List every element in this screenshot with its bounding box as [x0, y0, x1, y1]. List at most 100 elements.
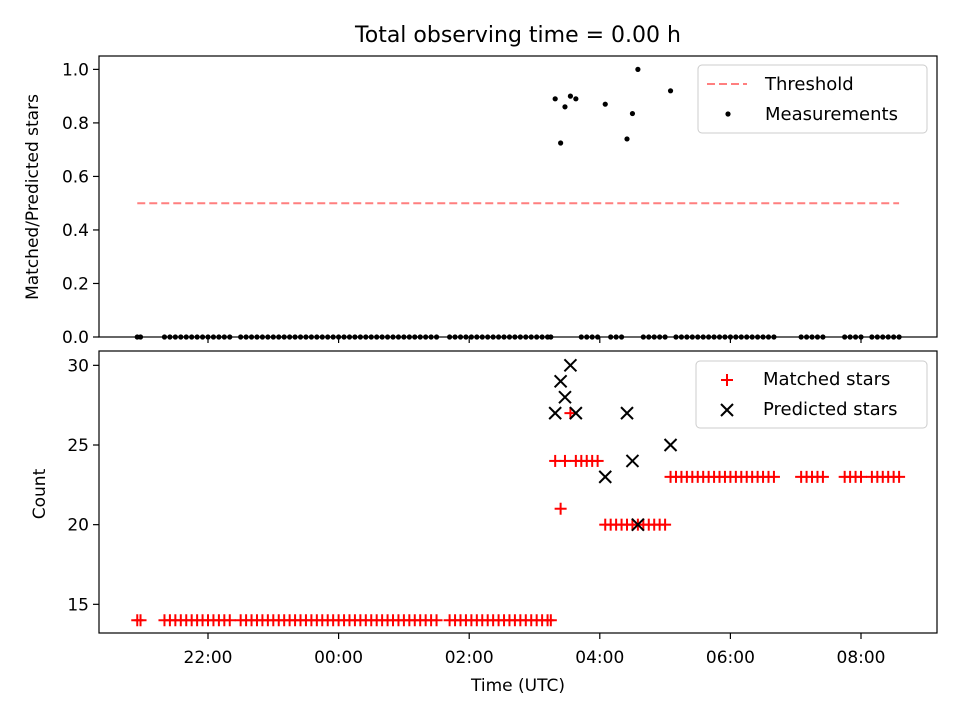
measurement-point: [711, 334, 717, 340]
measurement-point: [495, 334, 502, 340]
predicted-star-marker: [548, 406, 562, 420]
measurement-point: [874, 334, 880, 340]
measurement-point: [558, 140, 564, 146]
measurement-point: [379, 334, 385, 340]
measurement-point: [352, 334, 358, 340]
x-axis-label: Time (UTC): [470, 676, 565, 696]
measurement-point: [395, 334, 402, 340]
measurement-point: [803, 334, 810, 340]
measurement-point: [216, 334, 222, 340]
measurement-point: [858, 334, 864, 340]
predicted-star-marker: [569, 406, 583, 420]
x-tick-label: 04:00: [575, 648, 624, 668]
measurement-point: [412, 334, 418, 340]
ratio-panel: 0.0 0.2 0.4 0.6 0.8 1.0 Matched/Predicted sta…: [23, 55, 938, 348]
measurement-point: [336, 334, 342, 340]
ratio-y-tick-label: 0.8: [62, 114, 89, 134]
measurement-point: [137, 334, 144, 340]
measurement-point: [428, 334, 434, 340]
measurement-point: [771, 334, 777, 340]
measurement-point: [314, 334, 320, 340]
measurement-point: [744, 334, 750, 340]
measurement-point: [308, 334, 314, 340]
matched-star-marker: [767, 470, 780, 483]
measurement-point: [447, 334, 453, 340]
measurement-point: [287, 334, 293, 340]
measurement-point: [423, 334, 429, 340]
measurement-point: [474, 334, 480, 340]
measurement-point: [602, 101, 608, 107]
measurement-point: [689, 334, 695, 340]
count-y-axis-label: Count: [30, 468, 50, 519]
measurement-point: [880, 334, 886, 340]
predicted-star-marker: [620, 406, 634, 420]
matched-star-marker: [558, 454, 571, 467]
ratio-y-axis-label: Matched/Predicted stars: [23, 94, 43, 300]
measurement-point: [695, 334, 701, 340]
measurement-point: [706, 334, 712, 340]
measurement-point: [629, 110, 636, 117]
measurement-point: [896, 334, 902, 340]
measurement-point: [319, 334, 325, 340]
predicted-star-marker: [598, 470, 612, 484]
measurement-point: [194, 334, 200, 340]
measurement-point: [417, 334, 423, 340]
measurement-point: [624, 136, 630, 142]
measurement-point: [869, 334, 875, 340]
legend-threshold-label: Threshold: [764, 74, 854, 95]
predicted-star-marker: [631, 517, 645, 532]
predicted-star-marker: [663, 438, 678, 452]
measurement-point: [346, 334, 353, 340]
measurement-point: [814, 334, 821, 340]
matched-star-marker: [855, 470, 867, 483]
measurement-point: [463, 334, 469, 340]
measurement-point: [552, 96, 558, 102]
ratio-legend: Threshold Measurements: [697, 64, 928, 134]
measurement-point: [891, 334, 897, 340]
measurement-point: [662, 334, 668, 340]
measurement-point: [842, 334, 848, 340]
measurement-point: [265, 334, 271, 340]
measurement-point: [390, 334, 396, 340]
measurement-point: [292, 334, 298, 340]
legend-predicted-label: Predicted stars: [763, 399, 897, 420]
measurement-point: [673, 334, 679, 340]
measurement-point: [820, 334, 826, 340]
measurement-point: [646, 334, 652, 340]
measurement-point: [847, 334, 853, 340]
measurement-point: [341, 334, 347, 340]
count-y-tick-label: 25: [67, 436, 89, 456]
measurement-point: [189, 334, 195, 340]
measurement-point: [161, 334, 168, 340]
measurement-point: [452, 334, 458, 340]
measurement-point: [248, 334, 255, 340]
x-tick-label: 02:00: [445, 648, 494, 668]
measurement-point: [485, 334, 491, 340]
measurement-point: [457, 334, 464, 340]
matched-star-marker: [893, 470, 906, 483]
legend-measurements-label: Measurements: [765, 104, 898, 125]
matched-star-marker: [659, 518, 672, 531]
measurement-point: [221, 334, 227, 340]
measurement-point: [363, 334, 369, 340]
count-legend: Matched stars Predicted stars: [695, 360, 928, 429]
measurement-point: [270, 334, 276, 340]
measurement-point: [567, 93, 574, 99]
matched-star-marker: [430, 614, 443, 627]
measurement-point: [210, 334, 217, 340]
measurement-point: [584, 334, 590, 340]
measurement-point: [738, 334, 744, 340]
ratio-y-tick-label: 0.0: [62, 328, 89, 348]
matched-star-marker: [554, 502, 567, 515]
measurement-point: [172, 334, 178, 340]
count-y-tick-label: 15: [67, 595, 89, 615]
predicted-star-marker: [563, 358, 578, 373]
measurement-point: [512, 334, 518, 340]
measurement-point: [357, 334, 363, 340]
matched-star-marker: [591, 454, 604, 467]
legend-matched-swatch: [721, 374, 733, 386]
measurement-point: [303, 334, 309, 340]
measurement-point: [276, 334, 282, 340]
